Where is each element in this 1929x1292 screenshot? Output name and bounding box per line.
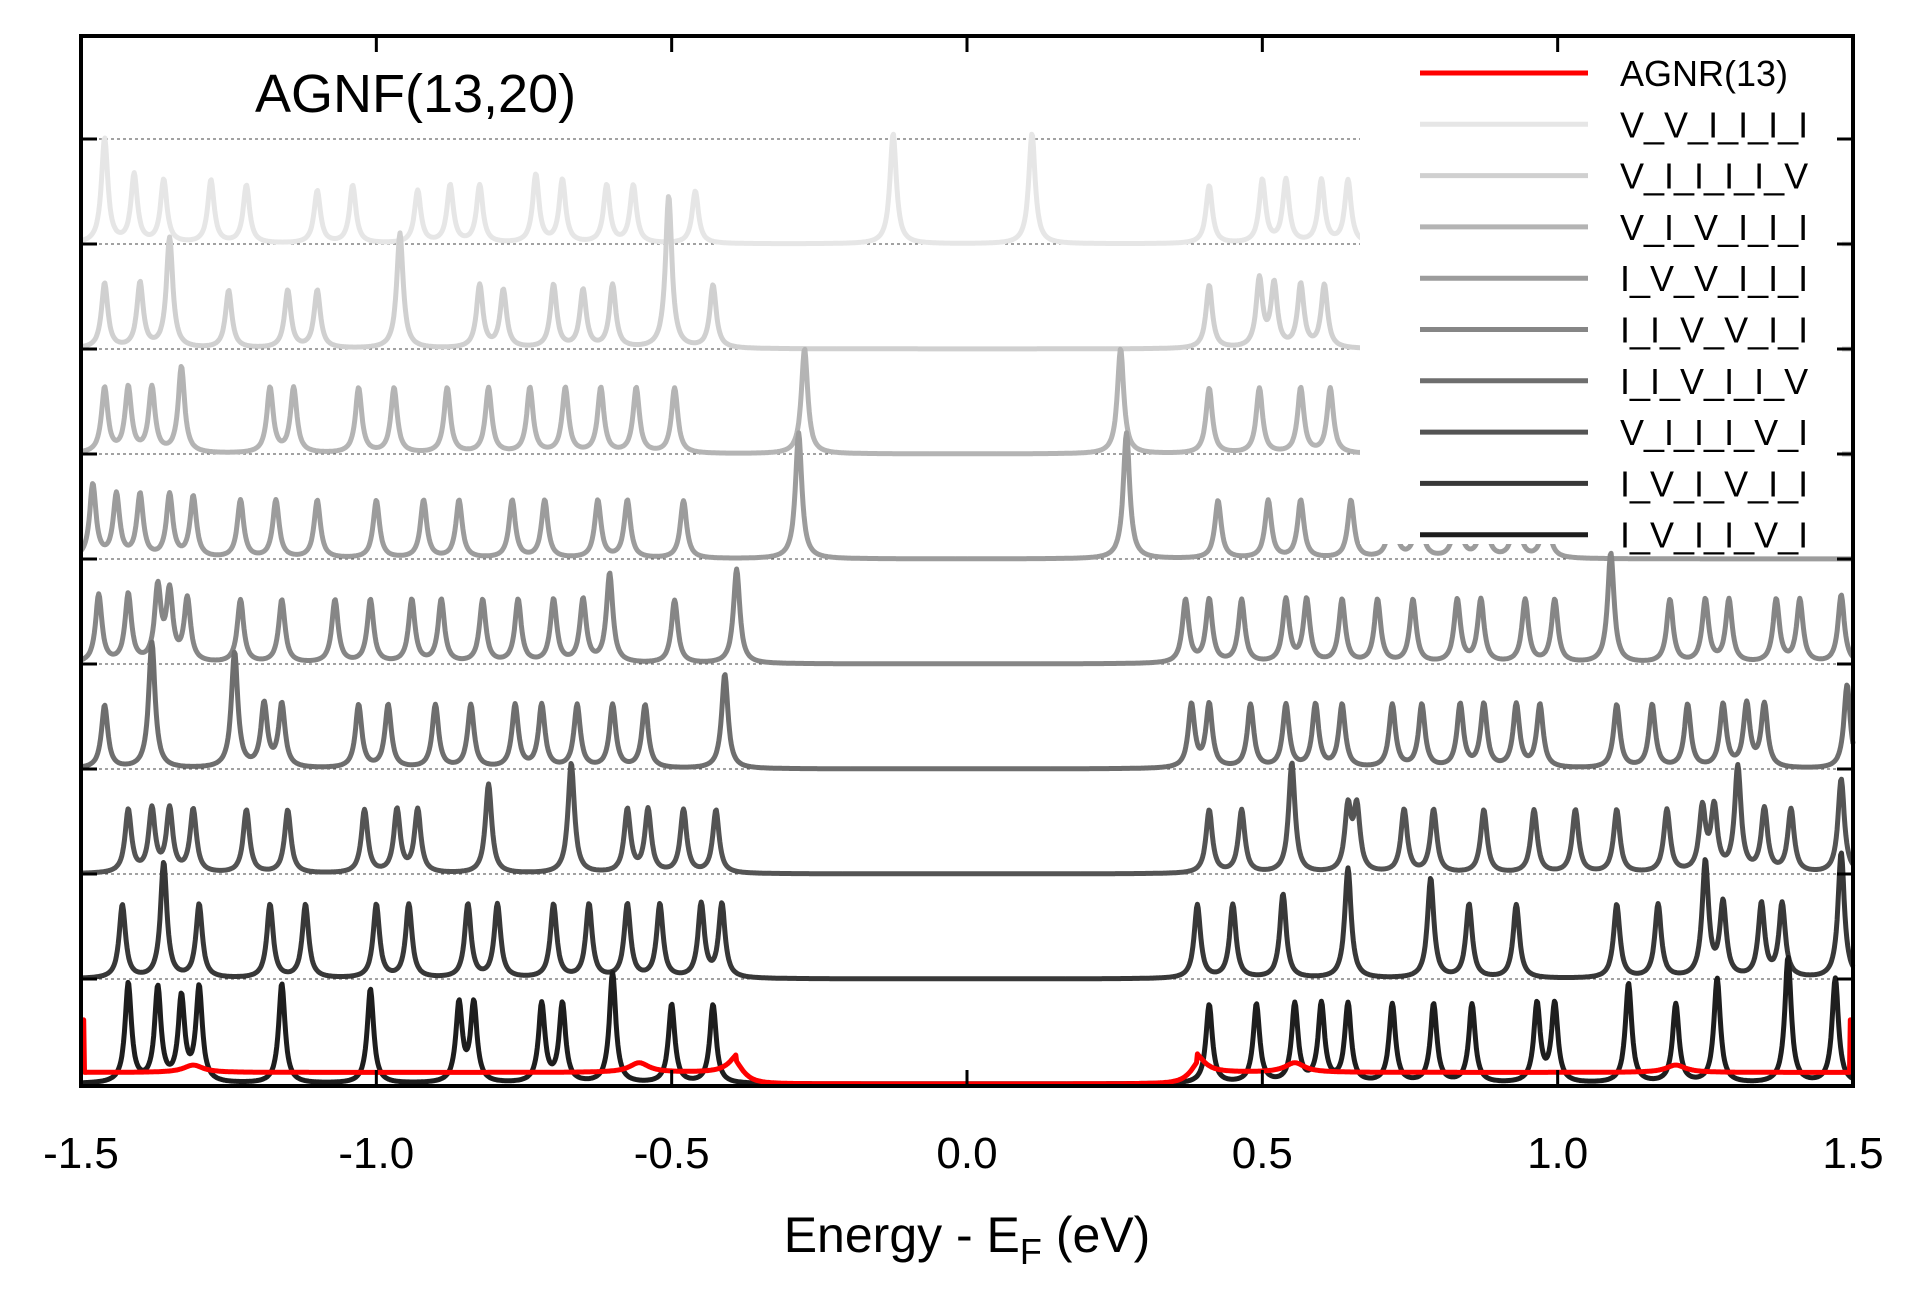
series-line-I_V_V_I_I_I: [79, 430, 1855, 562]
legend-label: I_V_V_I_I_I: [1620, 258, 1808, 299]
legend-label: I_V_I_V_I_I: [1620, 463, 1808, 504]
x-tick-label: -1.5: [43, 1129, 119, 1178]
series-line-V_I_I_I_V_I: [79, 760, 1856, 877]
legend-label: V_I_V_I_I_I: [1620, 207, 1808, 248]
x-axis-title: Energy - EF (eV): [784, 1207, 1151, 1272]
series-line-I_I_V_V_I_I: [79, 550, 1855, 667]
legend-label: V_I_I_I_I_V: [1620, 156, 1808, 197]
x-axis-ticks: -1.5 -1.0 -0.5 0.0 0.5 1.0 1.5: [43, 36, 1884, 1178]
legend-label: AGNR(13): [1620, 53, 1788, 94]
x-tick-label: -0.5: [634, 1129, 710, 1178]
legend-label: I_I_V_I_I_V: [1620, 361, 1808, 402]
legend-label: I_V_I_I_V_I: [1620, 515, 1808, 556]
legend-background: [1360, 48, 1842, 544]
x-tick-label: 0.0: [936, 1129, 997, 1178]
series-line-I_I_V_I_I_V: [79, 639, 1856, 772]
series-line-I_V_I_V_I_I: [79, 850, 1856, 982]
plot-title: AGNF(13,20): [255, 64, 576, 124]
legend: AGNR(13) V_V_I_I_I_I V_I_I_I_I_V V_I_V_I_I_…: [1360, 48, 1842, 556]
legend-label: V_I_I_I_V_I: [1620, 412, 1808, 453]
x-tick-label: 0.5: [1232, 1129, 1293, 1178]
x-axis-title-main: Energy - E: [784, 1207, 1020, 1263]
legend-label: V_V_I_I_I_I: [1620, 104, 1808, 145]
x-axis-title-subscript: F: [1020, 1231, 1042, 1272]
y-axis-ticks: [81, 137, 1853, 981]
legend-label: I_I_V_V_I_I: [1620, 310, 1808, 351]
x-tick-label: 1.5: [1822, 1129, 1883, 1178]
x-tick-label: -1.0: [338, 1129, 414, 1178]
x-tick-label: 1.0: [1527, 1129, 1588, 1178]
x-axis-title-unit: (eV): [1042, 1207, 1150, 1263]
